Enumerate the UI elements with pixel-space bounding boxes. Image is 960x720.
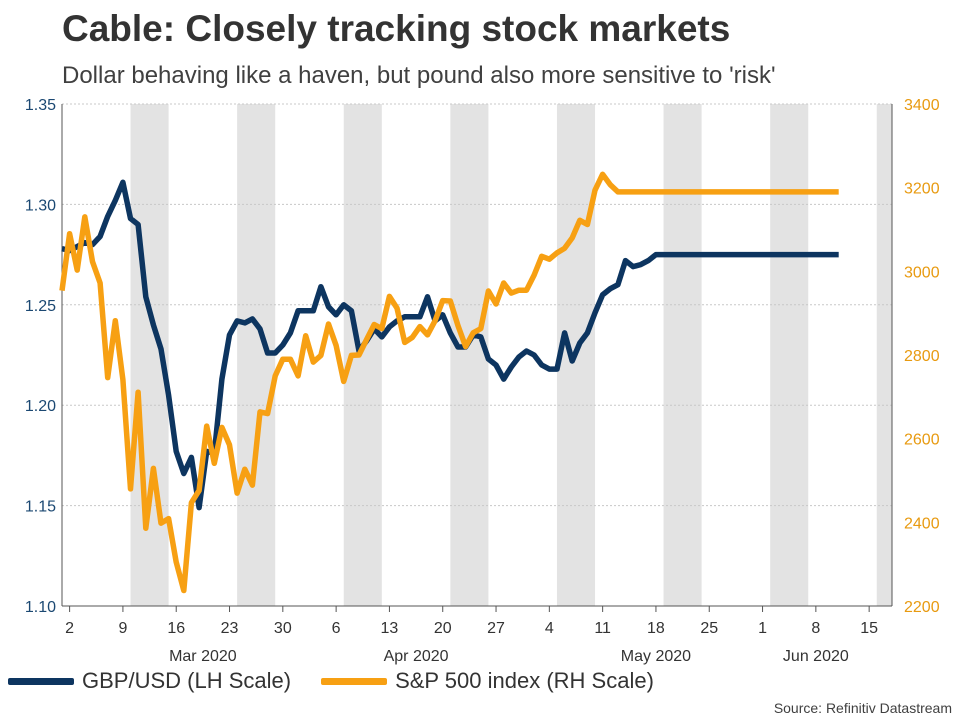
- legend-item-spx: S&P 500 index (RH Scale): [321, 668, 654, 694]
- y-left-tick-label: 1.10: [25, 599, 56, 616]
- x-tick-label: 18: [647, 620, 665, 637]
- x-tick-label: 1: [758, 620, 767, 637]
- x-tick-label: 9: [118, 620, 127, 637]
- y-right-tick-label: 2600: [904, 432, 940, 449]
- legend-label-gbp: GBP/USD (LH Scale): [82, 668, 292, 693]
- x-tick-label: 20: [434, 620, 452, 637]
- x-tick-label: 6: [332, 620, 341, 637]
- x-tick-label: 23: [221, 620, 239, 637]
- x-tick-label: 25: [700, 620, 718, 637]
- x-tick-label: 13: [381, 620, 399, 637]
- chart-title: Cable: Closely tracking stock markets: [62, 8, 731, 49]
- chart-subtitle: Dollar behaving like a haven, but pound …: [62, 62, 776, 89]
- legend-label-spx: S&P 500 index (RH Scale): [395, 668, 654, 693]
- x-tick-label: 11: [594, 620, 611, 637]
- legend-swatch-spx: [321, 677, 388, 685]
- x-month-label: Jun 2020: [783, 648, 849, 665]
- y-right-tick-label: 2800: [904, 348, 940, 365]
- y-left-tick-label: 1.20: [25, 398, 56, 415]
- y-right-tick-label: 2200: [904, 599, 940, 616]
- source-note: Source: Refinitiv Datastream: [773, 700, 952, 716]
- y-right-tick-label: 3000: [904, 264, 940, 281]
- shaded-band: [770, 104, 809, 606]
- x-tick-label: 30: [274, 620, 292, 637]
- x-month-label: Apr 2020: [384, 648, 449, 665]
- legend-swatch-gbp: [8, 677, 74, 685]
- y-left-tick-label: 1.25: [25, 298, 56, 315]
- x-tick-label: 8: [811, 620, 820, 637]
- x-tick-label: 16: [167, 620, 185, 637]
- shaded-band: [663, 104, 702, 606]
- y-left-tick-label: 1.30: [25, 197, 56, 214]
- y-left-tick-label: 1.35: [25, 97, 56, 114]
- x-tick-label: 4: [545, 620, 554, 637]
- x-month-label: May 2020: [621, 648, 691, 665]
- shaded-band: [876, 104, 892, 606]
- y-right-tick-label: 2400: [904, 515, 940, 532]
- series-line-gbpusd: [61, 179, 839, 511]
- x-tick-label: 15: [860, 620, 878, 637]
- x-tick-label: 2: [65, 620, 74, 637]
- x-month-label: Mar 2020: [169, 648, 237, 665]
- y-right-tick-label: 3400: [904, 97, 940, 114]
- series-line-sp500: [59, 171, 839, 594]
- y-right-tick-label: 3200: [904, 181, 940, 198]
- x-tick-label: 27: [487, 620, 505, 637]
- legend: GBP/USD (LH Scale) S&P 500 index (RH Sca…: [8, 668, 684, 694]
- y-left-tick-label: 1.15: [25, 499, 56, 516]
- legend-item-gbp: GBP/USD (LH Scale): [8, 668, 291, 694]
- shaded-band: [450, 104, 489, 606]
